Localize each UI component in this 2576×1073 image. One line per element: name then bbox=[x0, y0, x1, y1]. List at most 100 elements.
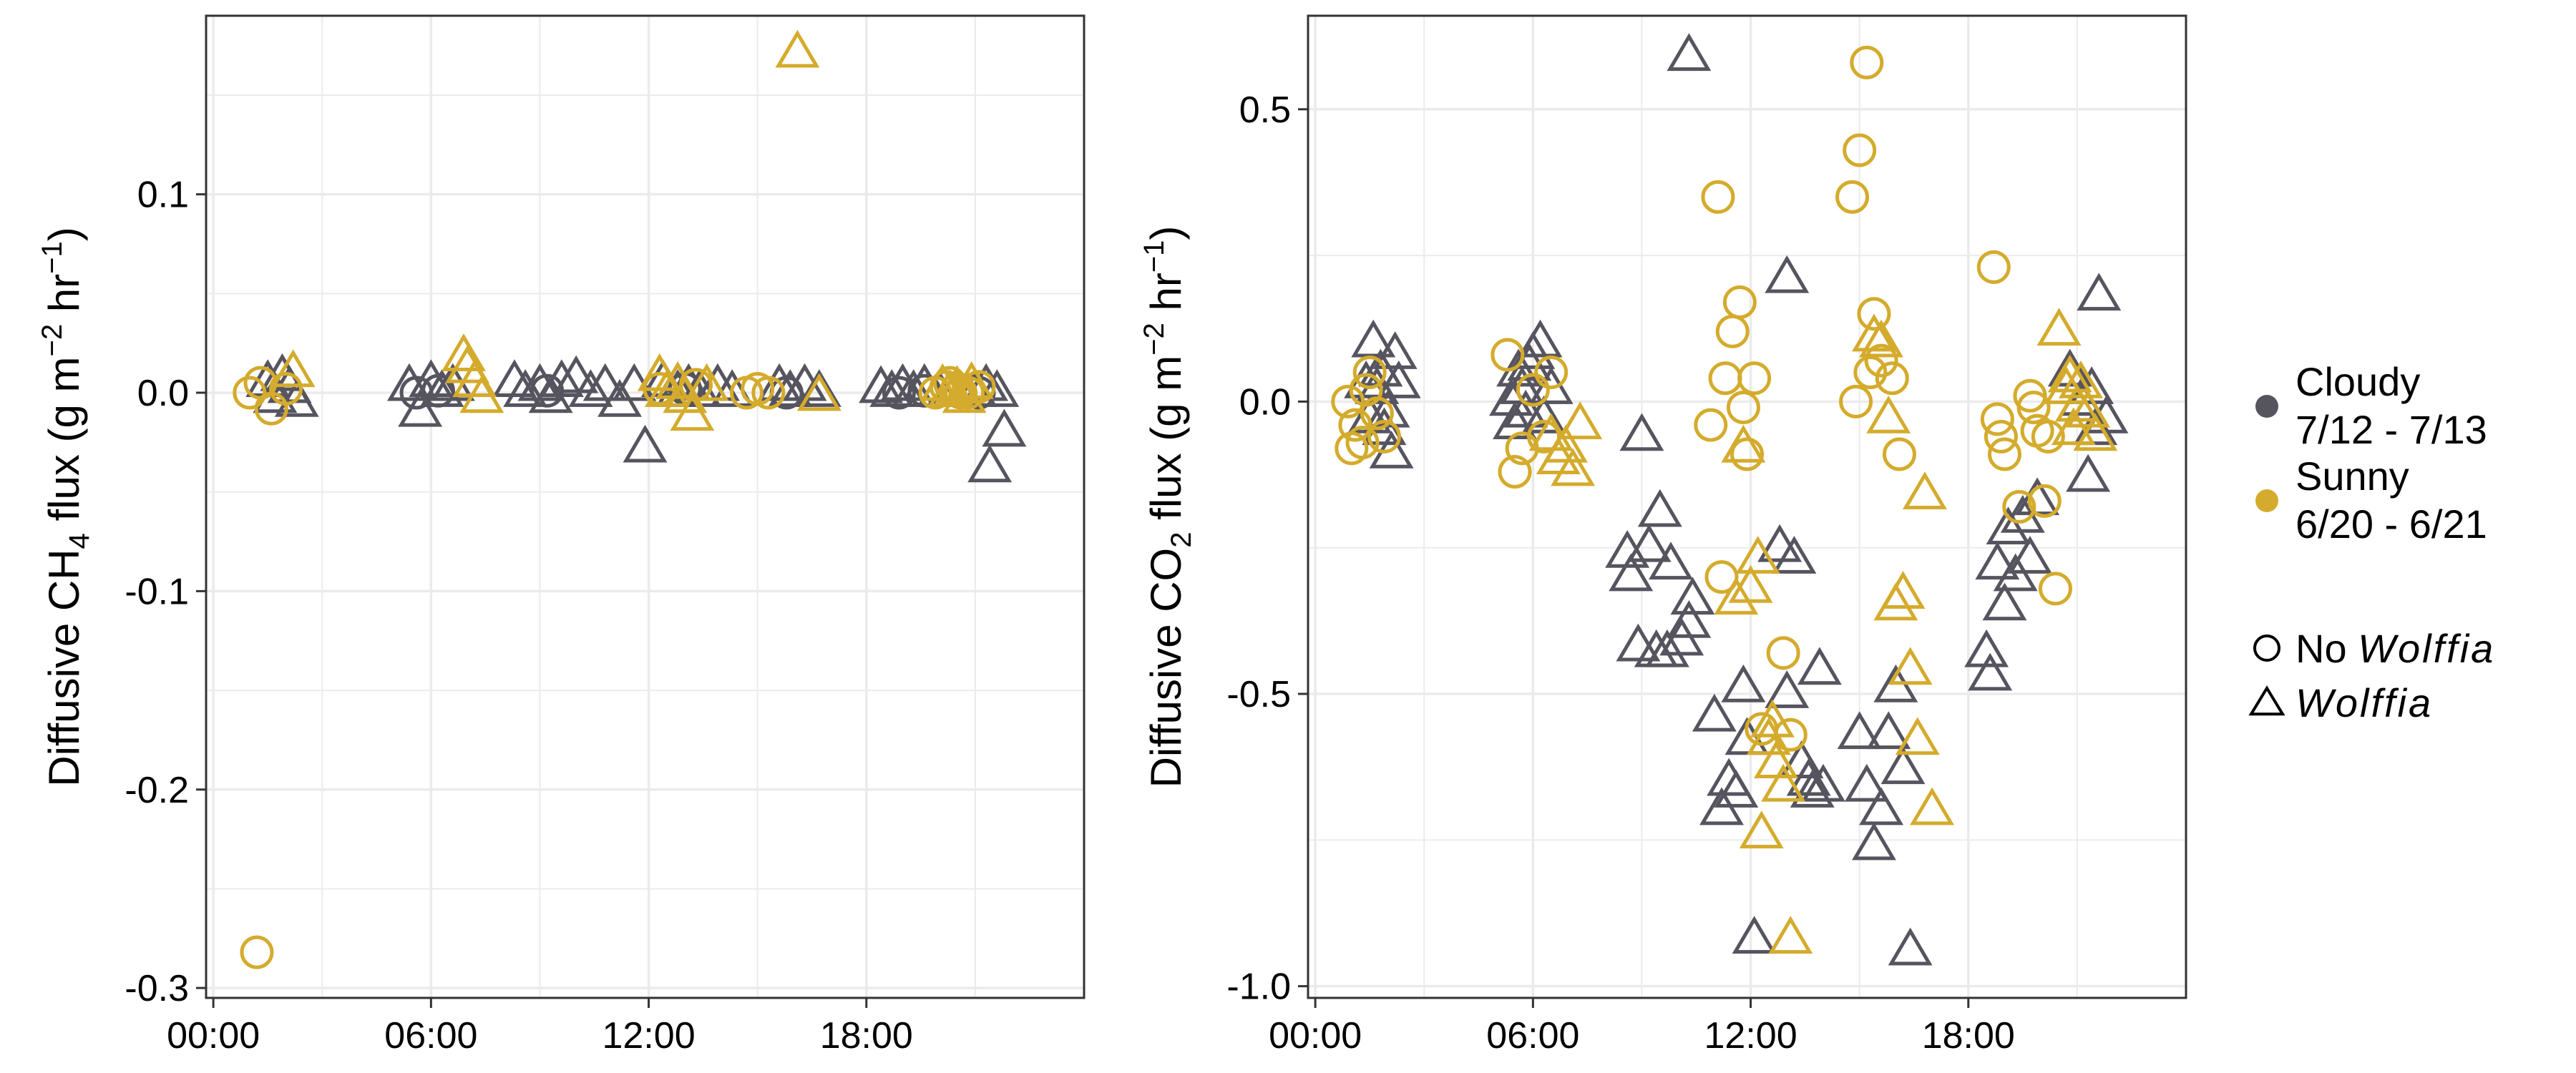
data-point-triangle bbox=[2077, 273, 2122, 311]
data-point-triangle bbox=[1757, 524, 1802, 562]
y-tick-label: -0.2 bbox=[125, 770, 189, 811]
data-point-circle bbox=[421, 373, 455, 408]
data-point-circle bbox=[1730, 437, 1764, 471]
data-point-triangle bbox=[1768, 916, 1813, 954]
data-point-circle bbox=[1534, 356, 1568, 390]
data-point-triangle bbox=[670, 393, 715, 431]
data-point-triangle bbox=[1493, 401, 1537, 439]
data-point-triangle bbox=[1667, 33, 1712, 72]
data-point-triangle bbox=[2044, 366, 2089, 404]
data-point-triangle bbox=[503, 369, 548, 407]
data-point-triangle bbox=[270, 349, 316, 388]
data-point-circle bbox=[1498, 454, 1532, 489]
data-point-triangle bbox=[1880, 571, 1926, 609]
data-point-triangle bbox=[1772, 536, 1817, 574]
data-point-triangle bbox=[2054, 383, 2099, 422]
data-point-triangle bbox=[1721, 424, 1766, 463]
data-point-circle bbox=[1704, 560, 1739, 594]
data-point-circle bbox=[1701, 180, 1735, 214]
data-point-circle bbox=[2016, 391, 2051, 425]
data-point-circle bbox=[1335, 431, 1369, 466]
legend-label-wolffia: Wolffia bbox=[2296, 680, 2433, 725]
data-point-circle bbox=[1864, 343, 1898, 378]
data-point-triangle bbox=[441, 333, 486, 371]
data-point-triangle bbox=[582, 363, 628, 401]
data-point-circle bbox=[1980, 402, 2014, 436]
y-axis-title: Diffusive CO2 flux (g m−2 hr−1) bbox=[1138, 226, 1197, 788]
data-point-triangle bbox=[1667, 600, 1712, 638]
data-point-triangle bbox=[1735, 536, 1780, 574]
data-point-triangle bbox=[1714, 770, 1759, 808]
data-point-triangle bbox=[1797, 647, 1842, 685]
y-tick-label: -0.5 bbox=[1226, 674, 1291, 715]
legend-dates-cloudy: 7/12 - 7/13 bbox=[2296, 407, 2487, 452]
data-point-triangle bbox=[1851, 822, 1896, 861]
co2-flux-panel: 00:00 06:00 12:00 18:00 -1.0 -0.5 0.0 0.5 Diffus… bbox=[1138, 14, 2187, 1057]
x-tick-label: 18:00 bbox=[820, 1015, 913, 1057]
data-point-triangle bbox=[1518, 319, 1563, 358]
data-point-triangle bbox=[1714, 577, 1759, 615]
data-point-triangle bbox=[1968, 652, 2013, 691]
data-point-circle bbox=[233, 376, 267, 410]
y-tick-label: -1.0 bbox=[1226, 966, 1291, 1008]
data-point-triangle bbox=[1851, 313, 1896, 352]
data-point-circle bbox=[1726, 391, 1760, 425]
x-tick-label: 06:00 bbox=[1486, 1015, 1579, 1057]
data-point-triangle bbox=[1902, 471, 1947, 510]
data-point-triangle bbox=[1351, 319, 1396, 358]
data-point-triangle bbox=[1616, 623, 1661, 662]
data-point-triangle bbox=[1750, 699, 1795, 738]
x-tick-label: 12:00 bbox=[1704, 1015, 1797, 1057]
data-point-circle bbox=[1367, 419, 1401, 454]
data-point-triangle bbox=[492, 359, 537, 398]
data-point-circle bbox=[399, 376, 434, 410]
data-point-circle bbox=[1976, 250, 2011, 284]
data-point-triangle bbox=[1551, 448, 1596, 486]
data-point-circle bbox=[1850, 45, 1884, 79]
data-point-triangle bbox=[1732, 916, 1777, 954]
data-point-circle bbox=[751, 376, 786, 410]
data-point-triangle bbox=[2066, 454, 2111, 492]
data-point-circle bbox=[1843, 133, 1877, 167]
data-point-circle bbox=[269, 371, 303, 406]
data-point-triangle bbox=[1888, 647, 1933, 685]
data-point-triangle bbox=[459, 375, 504, 413]
data-point-triangle bbox=[1982, 582, 2027, 621]
x-tick-label: 06:00 bbox=[384, 1015, 477, 1057]
data-point-triangle bbox=[1728, 564, 1773, 603]
data-point-triangle bbox=[1721, 664, 1766, 702]
legend-key-sunny bbox=[2255, 489, 2278, 512]
x-tick-label: 00:00 bbox=[1269, 1015, 1362, 1057]
data-point-triangle bbox=[2047, 354, 2092, 393]
data-point-triangle bbox=[1975, 542, 2020, 580]
circle-icon bbox=[2253, 635, 2280, 662]
data-point-triangle bbox=[1837, 711, 1882, 750]
data-point-triangle bbox=[967, 444, 1013, 483]
data-point-circle bbox=[2031, 419, 2065, 454]
data-point-circle bbox=[2027, 484, 2062, 518]
legend-label-sunny: Sunny bbox=[2296, 454, 2409, 499]
data-point-circle bbox=[1349, 373, 1383, 407]
y-axis-title: Diffusive CH4 flux (g m−2 hr−1) bbox=[36, 227, 95, 787]
data-point-triangle bbox=[1895, 717, 1940, 755]
data-point-circle bbox=[2038, 572, 2072, 606]
data-point-triangle bbox=[1888, 927, 1933, 966]
data-point-triangle bbox=[398, 388, 443, 427]
data-point-triangle bbox=[1609, 553, 1654, 592]
data-point-circle bbox=[1857, 297, 1891, 331]
data-point-triangle bbox=[891, 369, 936, 407]
data-point-triangle bbox=[949, 361, 994, 399]
data-point-triangle bbox=[1376, 360, 1421, 398]
plot-background bbox=[1308, 16, 2186, 998]
data-point-triangle bbox=[1765, 670, 1810, 708]
data-point-triangle bbox=[1619, 413, 1664, 451]
data-point-triangle bbox=[1880, 746, 1926, 785]
data-point-triangle bbox=[775, 29, 820, 68]
data-point-triangle bbox=[1649, 542, 1693, 580]
data-point-circle bbox=[1331, 384, 1365, 418]
plot-background bbox=[206, 16, 1084, 998]
data-point-circle bbox=[1722, 285, 1757, 319]
data-point-circle bbox=[1737, 361, 1772, 396]
